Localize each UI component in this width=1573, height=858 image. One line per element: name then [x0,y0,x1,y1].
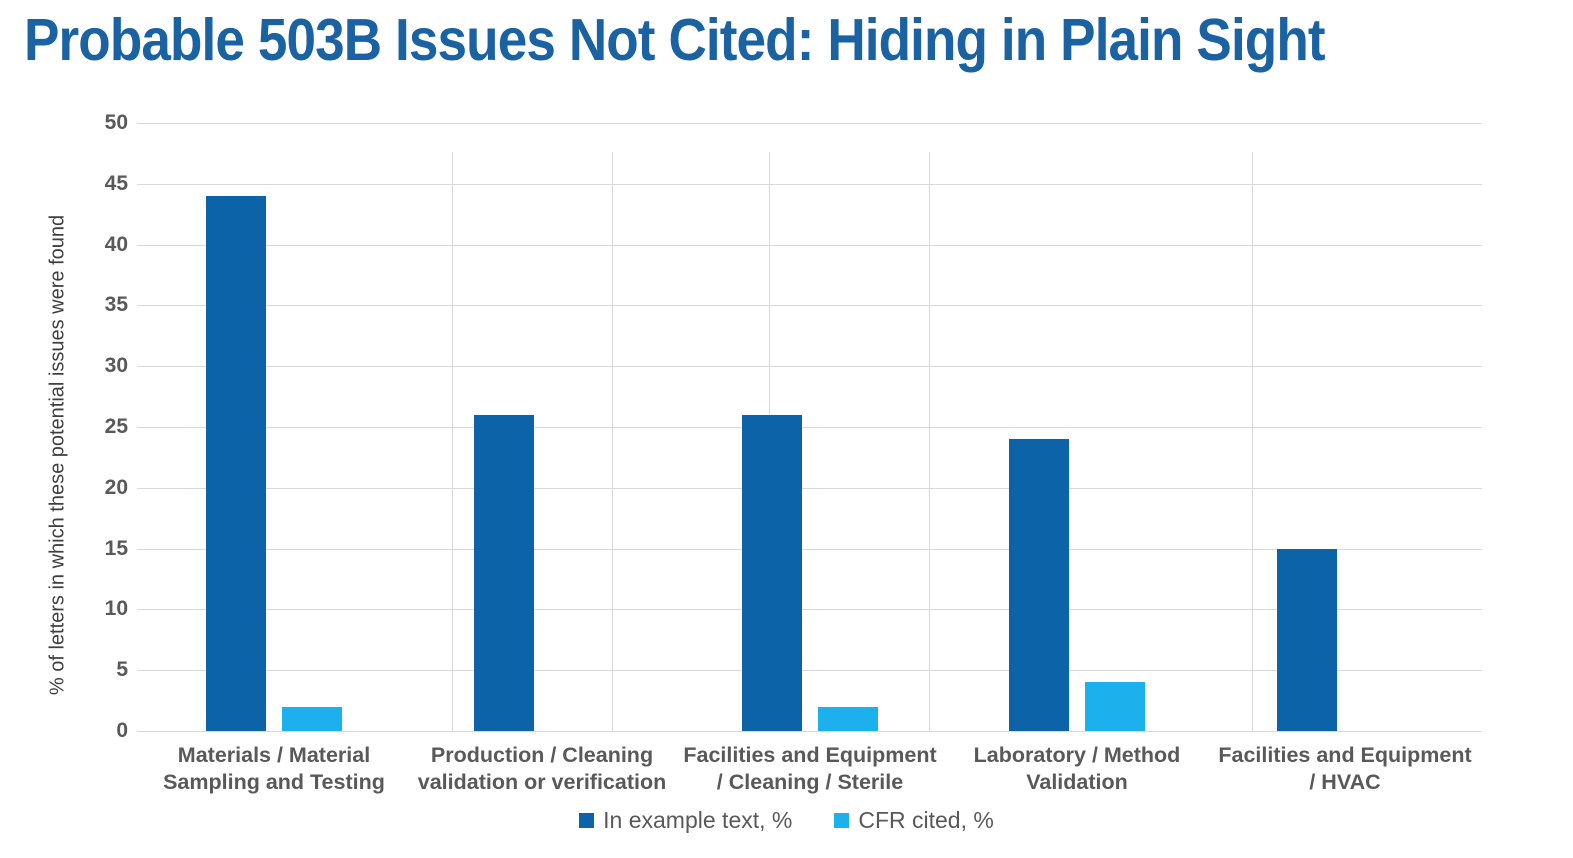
bar-series1-cat4 [1009,439,1069,731]
legend-swatch-icon [834,812,850,828]
y-tick-label: 0 [116,719,128,742]
category-label-2: Production / Cleaning validation or verif… [417,743,667,794]
gridline-y-10 [137,609,1482,611]
legend-swatch-icon [579,812,595,828]
y-tick-label: 40 [104,232,128,256]
y-tick-label: 10 [104,597,128,621]
gridline-y-20 [137,487,1482,489]
y-axis-title: % of letters in which these potential is… [46,214,69,696]
category-label-3: Facilities and Equipment / Cleaning / Ste… [683,743,937,794]
category-label-5: Facilities and Equipment / HVAC [1218,743,1472,794]
y-tick-label: 5 [116,658,128,682]
bar-series2-cat3 [818,706,878,731]
gridline-y-0 [137,731,1482,732]
y-tick-label: 20 [104,475,128,499]
gridline-x [929,152,930,731]
category-label-4: Laboratory / Method Validation [973,743,1181,794]
legend-item-2: CFR cited, % [834,806,994,833]
bar-series1-cat1 [206,195,266,731]
bar-series1-cat2 [474,414,534,731]
legend-label: CFR cited, % [858,806,994,833]
gridline-x [1252,152,1253,731]
y-tick-label: 35 [104,293,128,317]
gridline-y-40 [137,244,1482,246]
bar-series2-cat4 [1085,682,1145,731]
y-tick-label: 50 [104,111,128,134]
gridline-y-5 [137,670,1482,672]
y-tick-label: 15 [104,536,128,560]
y-tick-label: 30 [104,354,128,378]
gridline-y-25 [137,427,1482,428]
gridline-y-45 [137,183,1482,185]
gridline-y-35 [137,305,1482,307]
legend-label: In example text, % [603,806,793,833]
gridline-x [612,152,613,731]
category-label-1: Materials / Material Sampling and Testing [163,743,385,794]
gridline-y-30 [137,366,1482,368]
legend: In example text, % CFR cited, % [0,804,1573,836]
y-tick-label: 45 [104,171,128,195]
bar-series1-cat3 [742,414,802,731]
bar-series2-cat1 [282,706,342,731]
gridline-y-15 [137,548,1482,550]
chart-title: Probable 503B Issues Not Cited: Hiding i… [24,7,1326,73]
gridline-x [452,152,453,731]
legend-item-1: In example text, % [579,806,793,833]
gridline-y-50 [137,123,1482,124]
y-tick-label: 25 [104,415,128,438]
bar-series1-cat5 [1277,548,1337,731]
